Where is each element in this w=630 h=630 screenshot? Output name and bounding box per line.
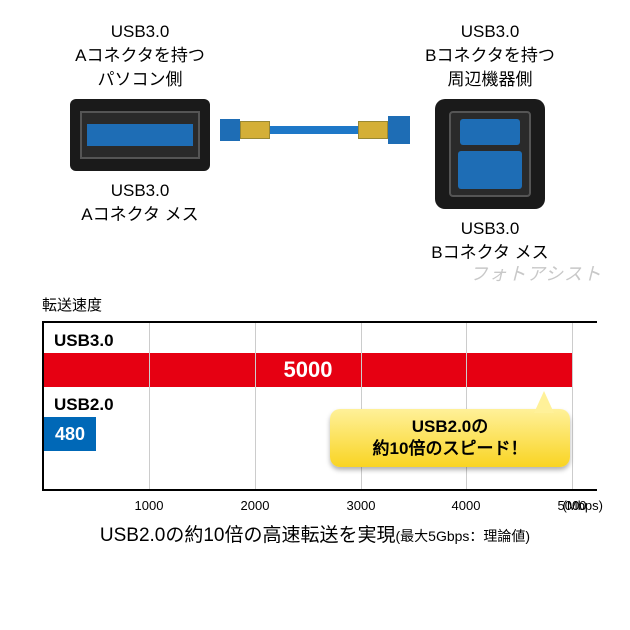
summary-text: USB2.0の約10倍の高速転送を実現(最大5Gbps：理論値) [0,520,630,547]
usb-b-connector-icon [435,99,545,209]
connector-b-top-label: USB3.0 Bコネクタを持つ 周辺機器側 [390,20,590,91]
chart-plot-area: USB3.0 5000 USB2.0 480 USB2.0の 約10倍のスピード… [42,321,597,491]
tick-1000: 1000 [135,498,164,513]
usb-a-connector-icon [70,99,210,171]
tick-3000: 3000 [347,498,376,513]
connector-b-bottom-label: USB3.0 Bコネクタ メス [390,217,590,265]
bar-usb2: 480 [44,417,96,451]
connector-b-block: USB3.0 Bコネクタを持つ 周辺機器側 USB3.0 Bコネクタ メス [390,20,590,265]
bar-usb3: 5000 [44,353,572,387]
tick-4000: 4000 [452,498,481,513]
speed-chart: 転送速度 USB3.0 5000 USB2.0 480 USB2.0の 約10倍… [42,294,597,491]
speed-callout: USB2.0の 約10倍のスピード！ [330,409,570,467]
connector-a-bottom-label: USB3.0 Aコネクタ メス [40,179,240,227]
connector-diagram: USB3.0 Aコネクタを持つ パソコン側 USB3.0 Aコネクタ メス US… [0,0,630,275]
cable-icon [220,110,410,150]
connector-a-top-label: USB3.0 Aコネクタを持つ パソコン側 [40,20,240,91]
connector-a-block: USB3.0 Aコネクタを持つ パソコン側 USB3.0 Aコネクタ メス [40,20,240,227]
tick-2000: 2000 [241,498,270,513]
axis-unit: (Mbps) [563,498,603,513]
watermark-text: フォトアシスト [470,260,602,286]
chart-title: 転送速度 [42,294,597,315]
bar-label-usb3: USB3.0 [54,331,597,351]
